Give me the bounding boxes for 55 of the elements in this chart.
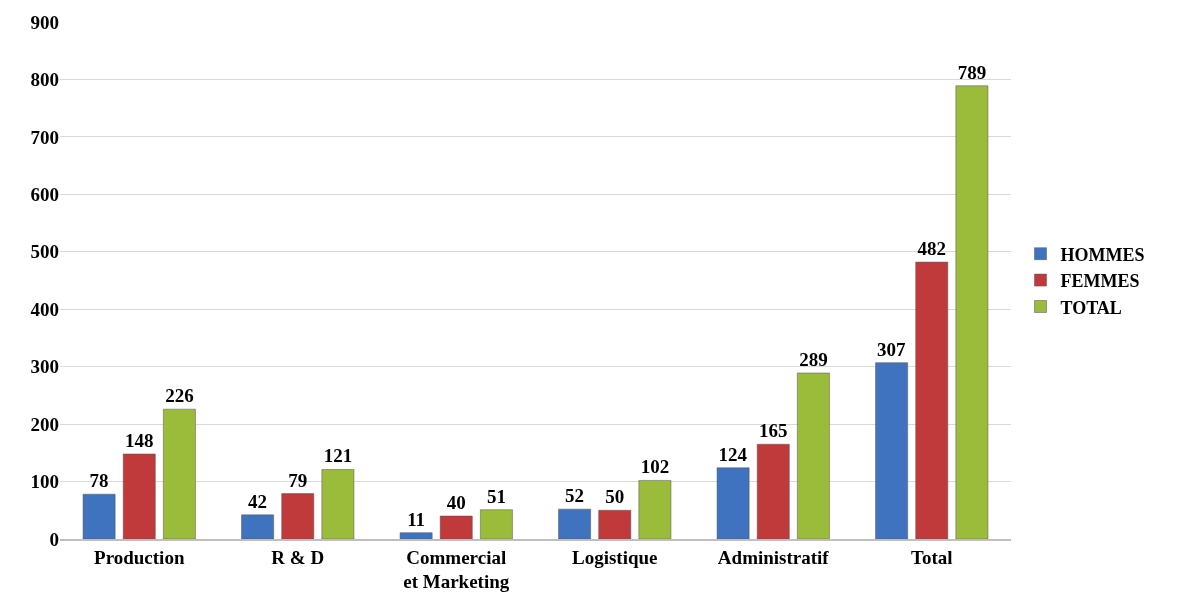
bar [399, 532, 433, 539]
data-label: 148 [125, 429, 154, 451]
bar [241, 514, 274, 539]
x-tick-label: Logistique [571, 546, 658, 568]
bar [955, 85, 989, 539]
legend-label: TOTAL [1060, 297, 1122, 318]
data-label: 79 [288, 469, 308, 491]
data-label: 52 [565, 485, 585, 507]
x-tick-label: Commercial et Marketing [403, 546, 510, 593]
bar [281, 493, 315, 539]
data-label: 121 [323, 445, 353, 467]
bar [638, 480, 672, 539]
legend-label: HOMMES [1060, 244, 1145, 265]
data-label: 226 [165, 385, 194, 407]
x-tick-label: Total [910, 546, 953, 568]
y-tick-label: 100 [30, 471, 59, 493]
data-label: 165 [759, 420, 788, 442]
x-tick-label: Administratif [717, 546, 830, 568]
data-label: 307 [877, 338, 907, 360]
data-label: 289 [799, 348, 828, 370]
bar [756, 443, 790, 539]
y-tick-label: 0 [49, 528, 59, 550]
y-tick-label: 900 [30, 11, 59, 33]
y-tick-label: 400 [30, 298, 59, 320]
data-label: 11 [407, 508, 426, 530]
data-label: 42 [248, 490, 268, 512]
bar [558, 508, 591, 539]
data-label: 78 [89, 470, 109, 492]
data-label: 51 [486, 485, 506, 507]
data-label: 482 [917, 238, 946, 260]
bar [797, 372, 830, 539]
bar [439, 515, 473, 539]
y-tick-label: 700 [30, 126, 59, 148]
x-tick-label: R & D [271, 546, 325, 568]
y-tick-label: 200 [30, 413, 59, 435]
x-tick-label: Production [94, 546, 185, 568]
data-label: 50 [605, 486, 625, 508]
bar [321, 469, 355, 539]
data-label: 789 [957, 61, 987, 83]
bar [598, 510, 632, 539]
data-label: 102 [640, 456, 670, 478]
bar [163, 408, 196, 539]
y-tick-label: 300 [30, 356, 59, 378]
y-tick-label: 500 [30, 241, 59, 263]
bar [480, 509, 513, 539]
bar [915, 261, 949, 539]
bar [875, 362, 908, 539]
bar [122, 453, 156, 539]
bar [716, 467, 750, 539]
y-tick-label: 800 [30, 69, 59, 91]
data-label: 124 [718, 443, 748, 465]
bar [82, 493, 116, 539]
legend-label: FEMMES [1060, 271, 1140, 292]
data-label: 40 [446, 492, 466, 514]
y-tick-label: 600 [30, 183, 59, 205]
